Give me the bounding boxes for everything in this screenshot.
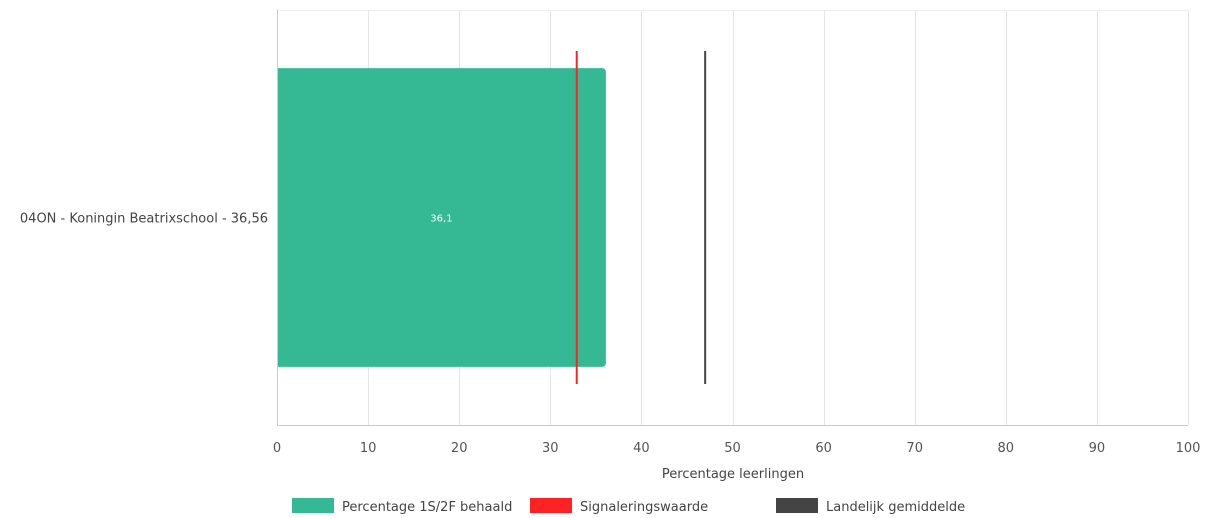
legend-swatch: [530, 498, 572, 513]
x-tick-label: 0: [273, 441, 281, 456]
legend-item[interactable]: Percentage 1S/2F behaald: [292, 498, 512, 515]
legend-item[interactable]: Landelijk gemiddelde: [776, 498, 965, 515]
x-tick-label: 80: [998, 441, 1015, 456]
legend[interactable]: Percentage 1S/2F behaald Signaleringswaar…: [292, 498, 965, 515]
x-tick-label: 10: [360, 441, 377, 456]
bar[interactable]: [277, 68, 606, 367]
reference-lines: [575, 51, 707, 384]
category-label: 04ON - Koningin Beatrixschool - 36,56: [20, 212, 268, 227]
x-tick-labels: 0 10 20 30 40 50 60 70 80 90 100: [273, 441, 1201, 456]
x-tick-label: 50: [724, 441, 741, 456]
x-tick-label: 30: [542, 441, 559, 456]
x-tick-label: 70: [906, 441, 923, 456]
legend-label: Landelijk gemiddelde: [826, 500, 965, 515]
bar-data-label: 36,1: [430, 214, 452, 225]
x-tick-label: 90: [1089, 441, 1106, 456]
x-axis-title: Percentage leerlingen: [662, 467, 804, 482]
legend-swatch: [776, 498, 818, 513]
legend-label: Percentage 1S/2F behaald: [342, 500, 512, 515]
category-labels: 04ON - Koningin Beatrixschool - 36,56: [20, 212, 268, 227]
legend-swatch: [292, 498, 334, 513]
x-tick-label: 60: [815, 441, 832, 456]
legend-label: Signaleringswaarde: [580, 500, 708, 515]
x-tick-label: 40: [633, 441, 650, 456]
legend-item[interactable]: Signaleringswaarde: [530, 498, 708, 515]
bars: 36,1: [277, 68, 606, 367]
x-tick-label: 100: [1176, 441, 1201, 456]
x-tick-label: 20: [451, 441, 468, 456]
